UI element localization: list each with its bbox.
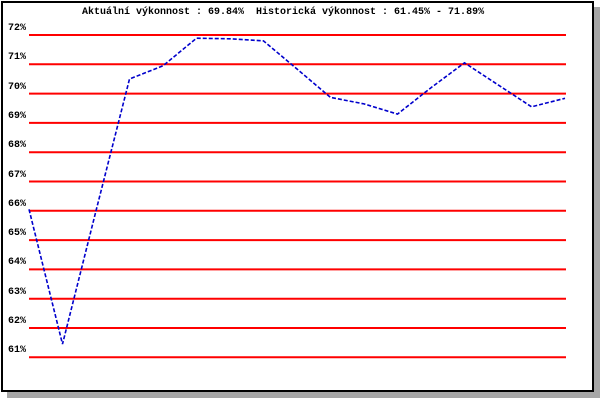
y-axis-tick-label: 69% xyxy=(8,110,27,122)
chart-title: Aktuální výkonnost : 69.84% Historická v… xyxy=(82,7,485,18)
y-axis-tick-label: 62% xyxy=(8,316,27,327)
y-axis-tick-label: 65% xyxy=(8,228,27,240)
y-axis-tick-label: 72% xyxy=(8,23,27,34)
y-axis-tick-label: 70% xyxy=(8,81,27,93)
y-axis-tick-label: 71% xyxy=(8,52,27,64)
y-axis-tick-label: 63% xyxy=(8,286,27,298)
y-axis-tick-label: 64% xyxy=(8,257,27,269)
y-axis-tick-label: 68% xyxy=(8,140,27,152)
performance-line xyxy=(28,37,566,345)
y-axis-tick-label: 66% xyxy=(8,198,27,210)
y-axis-tick-label: 67% xyxy=(8,169,27,181)
y-axis-tick-label: 61% xyxy=(8,345,27,357)
